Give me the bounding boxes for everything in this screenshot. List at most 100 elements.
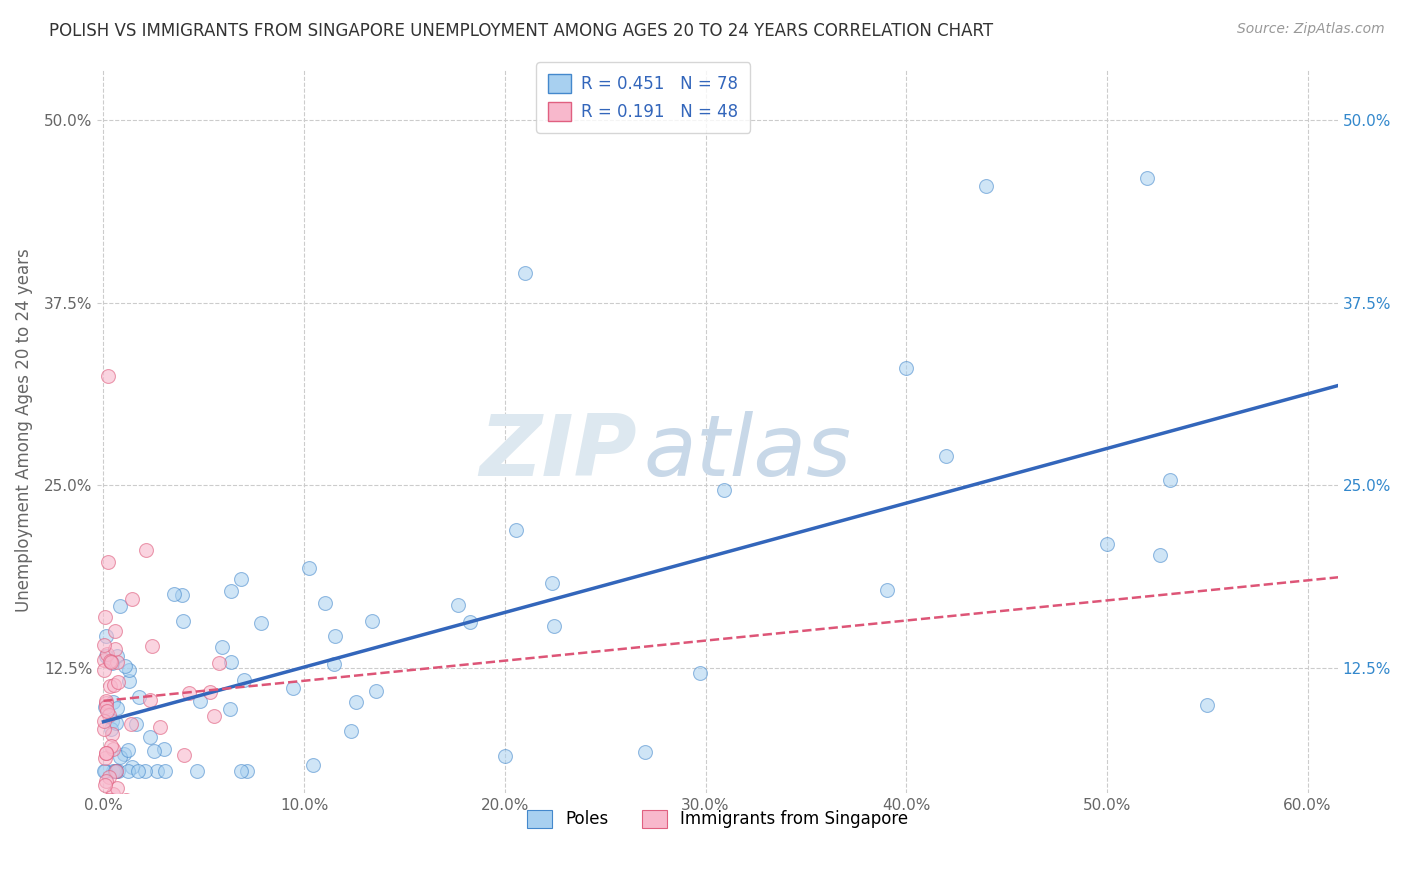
Point	[541, 576, 564, 591]
Point	[108, 599, 131, 613]
Point	[229, 764, 252, 778]
Point	[141, 639, 163, 653]
Point	[120, 717, 142, 731]
Point	[344, 695, 367, 709]
Point	[94, 750, 117, 764]
Point	[876, 582, 898, 597]
Point	[96, 704, 118, 718]
Point	[135, 542, 157, 557]
Point	[93, 638, 115, 652]
Point	[105, 649, 128, 664]
Point	[163, 587, 186, 601]
Point	[98, 679, 121, 693]
Point	[207, 656, 229, 670]
Point	[94, 629, 117, 643]
Point	[173, 748, 195, 763]
Y-axis label: Unemployment Among Ages 20 to 24 years: Unemployment Among Ages 20 to 24 years	[15, 249, 32, 613]
Point	[105, 764, 128, 778]
Point	[101, 787, 124, 801]
Point	[186, 764, 208, 778]
Point	[458, 615, 481, 629]
Point	[172, 614, 194, 628]
Point	[149, 720, 172, 734]
Point	[127, 764, 149, 778]
Legend: Poles, Immigrants from Singapore: Poles, Immigrants from Singapore	[520, 803, 915, 835]
Point	[505, 523, 527, 537]
Point	[104, 641, 127, 656]
Text: Source: ZipAtlas.com: Source: ZipAtlas.com	[1237, 22, 1385, 37]
Point	[190, 694, 212, 708]
Point	[935, 449, 957, 463]
Point	[219, 584, 242, 599]
Point	[108, 750, 131, 764]
Point	[94, 746, 117, 760]
Point	[96, 793, 118, 807]
Point	[105, 655, 128, 669]
Point	[93, 722, 115, 736]
Point	[117, 743, 139, 757]
Point	[219, 656, 242, 670]
Point	[283, 681, 305, 696]
Point	[142, 744, 165, 758]
Point	[94, 648, 117, 663]
Point	[94, 609, 117, 624]
Point	[976, 178, 998, 193]
Point	[100, 655, 122, 669]
Point	[98, 708, 121, 723]
Point	[145, 764, 167, 778]
Point	[139, 692, 162, 706]
Point	[100, 722, 122, 736]
Point	[1149, 548, 1171, 562]
Point	[1136, 171, 1159, 186]
Point	[121, 759, 143, 773]
Point	[1159, 473, 1181, 487]
Point	[134, 764, 156, 778]
Point	[361, 614, 384, 628]
Point	[634, 745, 657, 759]
Point	[94, 694, 117, 708]
Point	[896, 361, 918, 376]
Point	[713, 483, 735, 498]
Point	[105, 764, 128, 778]
Point	[93, 764, 115, 778]
Point	[494, 749, 516, 764]
Point	[104, 716, 127, 731]
Text: atlas: atlas	[643, 411, 851, 494]
Point	[103, 694, 125, 708]
Point	[513, 266, 536, 280]
Point	[118, 674, 141, 689]
Point	[219, 701, 242, 715]
Point	[115, 793, 138, 807]
Point	[103, 742, 125, 756]
Point	[104, 764, 127, 779]
Point	[235, 764, 257, 778]
Point	[125, 717, 148, 731]
Point	[101, 793, 124, 807]
Point	[323, 657, 346, 671]
Point	[96, 696, 118, 710]
Point	[139, 730, 162, 744]
Text: ZIP: ZIP	[479, 411, 637, 494]
Point	[179, 686, 201, 700]
Point	[128, 690, 150, 704]
Point	[1197, 698, 1219, 712]
Point	[689, 666, 711, 681]
Point	[96, 647, 118, 661]
Point	[447, 598, 470, 612]
Point	[153, 741, 176, 756]
Point	[96, 774, 118, 789]
Text: POLISH VS IMMIGRANTS FROM SINGAPORE UNEMPLOYMENT AMONG AGES 20 TO 24 YEARS CORRE: POLISH VS IMMIGRANTS FROM SINGAPORE UNEM…	[49, 22, 993, 40]
Point	[93, 714, 115, 728]
Point	[94, 764, 117, 778]
Point	[114, 659, 136, 673]
Point	[96, 368, 118, 383]
Point	[170, 588, 193, 602]
Point	[97, 555, 120, 569]
Point	[94, 746, 117, 760]
Point	[121, 592, 143, 607]
Point	[202, 708, 225, 723]
Point	[543, 619, 565, 633]
Point	[364, 683, 387, 698]
Point	[155, 764, 177, 778]
Point	[211, 640, 233, 654]
